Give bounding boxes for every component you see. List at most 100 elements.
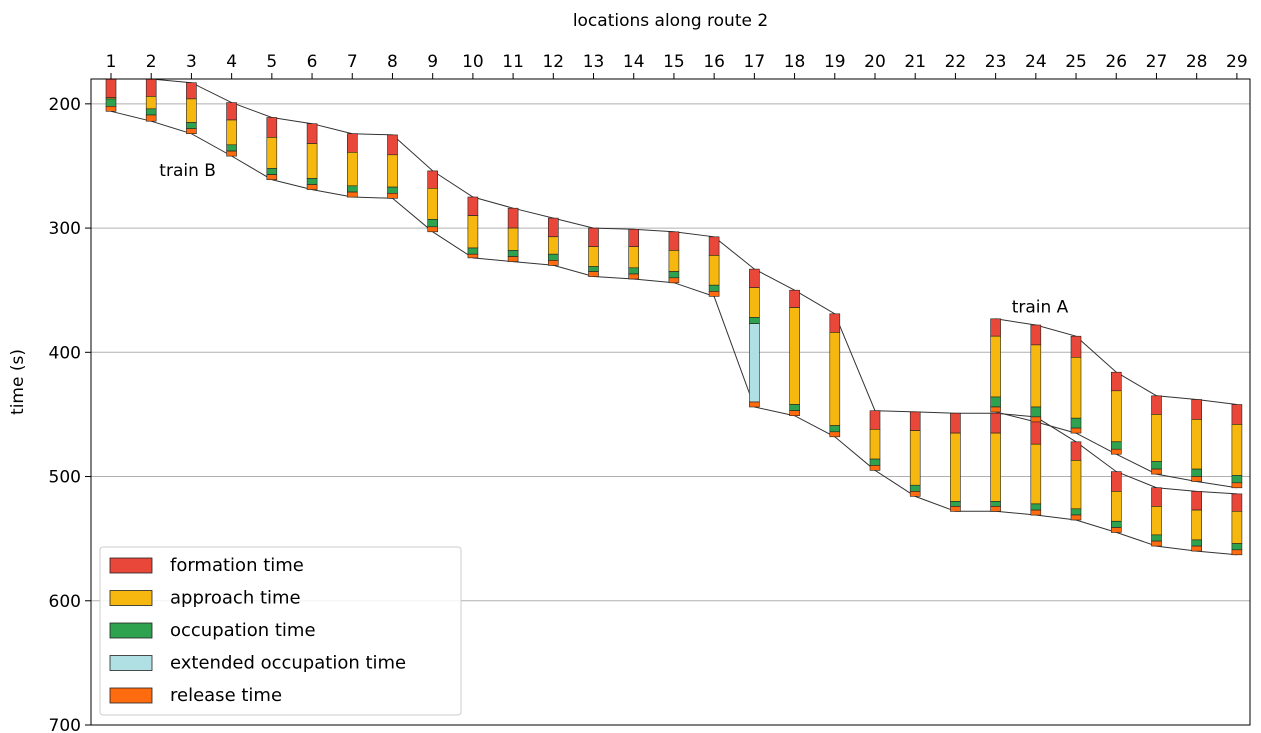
formation-segment bbox=[1231, 404, 1243, 425]
bar-stack bbox=[708, 236, 720, 297]
release-segment bbox=[1151, 468, 1162, 475]
formation-segment bbox=[306, 123, 318, 144]
x-tick-label: 16 bbox=[703, 52, 725, 72]
formation-segment bbox=[1191, 491, 1202, 511]
formation-segment bbox=[950, 412, 961, 434]
bar-stack bbox=[427, 170, 439, 233]
occupation-segment bbox=[266, 168, 278, 175]
approach-segment bbox=[668, 250, 680, 272]
approach-segment bbox=[1030, 443, 1042, 505]
occupation-segment bbox=[990, 396, 1001, 408]
x-tick-label: 24 bbox=[1025, 52, 1047, 72]
approach-segment bbox=[507, 227, 519, 251]
approach-segment bbox=[145, 96, 157, 110]
legend-label: release time bbox=[170, 685, 282, 706]
release-segment bbox=[789, 410, 800, 417]
formation-segment bbox=[266, 117, 278, 138]
release-segment bbox=[186, 128, 197, 134]
occupation-segment bbox=[547, 253, 559, 261]
bar-stack bbox=[1151, 395, 1162, 475]
occupation-segment bbox=[186, 122, 197, 129]
occupation-segment bbox=[588, 266, 599, 272]
formation-segment bbox=[869, 410, 881, 430]
y-tick-label: 500 bbox=[49, 468, 81, 488]
legend-box bbox=[99, 546, 462, 716]
legend-swatch bbox=[109, 622, 153, 639]
approach-segment bbox=[1151, 506, 1162, 536]
formation-segment bbox=[749, 268, 760, 289]
formation-segment bbox=[1191, 399, 1202, 420]
release-segment bbox=[1070, 427, 1082, 434]
x-tick-label: 6 bbox=[307, 52, 318, 72]
x-tick-label: 1 bbox=[106, 52, 117, 72]
x-tick-label: 5 bbox=[266, 52, 277, 72]
release-segment bbox=[1030, 416, 1042, 423]
legend-swatch bbox=[109, 590, 153, 606]
x-tick-label: 2 bbox=[146, 52, 157, 72]
approach-segment bbox=[1231, 424, 1243, 476]
approach-segment bbox=[1231, 510, 1243, 544]
bar-stack bbox=[145, 78, 157, 122]
release-segment bbox=[145, 114, 157, 122]
formation-segment bbox=[990, 412, 1001, 434]
bar-stack bbox=[1231, 404, 1243, 489]
formation-segment bbox=[547, 217, 559, 238]
bar-stack bbox=[1231, 493, 1243, 556]
occupation-segment bbox=[628, 267, 640, 275]
approach-segment bbox=[1191, 509, 1202, 541]
release-segment bbox=[1070, 514, 1082, 521]
x-tick-label: 17 bbox=[744, 52, 766, 72]
formation-segment bbox=[145, 78, 157, 97]
release-segment bbox=[105, 106, 117, 112]
approach-segment bbox=[1070, 460, 1082, 510]
legend-label: formation time bbox=[170, 555, 304, 576]
release-segment bbox=[708, 291, 720, 297]
bar-stack bbox=[1070, 335, 1082, 434]
x-tick-label: 9 bbox=[427, 52, 438, 72]
occupation-segment bbox=[1191, 468, 1202, 477]
release-segment bbox=[1191, 476, 1202, 482]
release-segment bbox=[547, 260, 559, 266]
x-tick-label: 14 bbox=[623, 52, 645, 72]
x-tick-label: 11 bbox=[502, 52, 524, 72]
bar-stack bbox=[1070, 441, 1082, 521]
bar-stack bbox=[869, 410, 881, 471]
occupation-segment bbox=[145, 108, 157, 116]
release-segment bbox=[668, 277, 680, 284]
release-segment bbox=[749, 401, 760, 408]
x-tick-label: 20 bbox=[864, 52, 886, 72]
release-segment bbox=[829, 431, 841, 438]
occupation-segment bbox=[306, 178, 318, 185]
x-tick-label: 21 bbox=[904, 52, 926, 72]
approach-segment bbox=[829, 332, 841, 426]
approach-segment bbox=[547, 236, 559, 255]
release-segment bbox=[990, 406, 1001, 413]
formation-segment bbox=[1111, 471, 1122, 492]
x-tick-label: 25 bbox=[1065, 52, 1087, 72]
approach-segment bbox=[708, 255, 720, 286]
approach-segment bbox=[628, 246, 640, 269]
release-segment bbox=[990, 506, 1001, 512]
release-segment bbox=[346, 191, 358, 198]
envelope-top-line bbox=[111, 78, 1237, 495]
occupation-segment bbox=[1030, 406, 1042, 418]
formation-segment bbox=[1070, 335, 1082, 358]
bar-stack bbox=[588, 227, 599, 277]
release-segment bbox=[1231, 549, 1243, 556]
release-segment bbox=[1111, 527, 1122, 533]
occupation-segment bbox=[346, 185, 358, 193]
approach-segment bbox=[749, 287, 760, 318]
approach-segment bbox=[950, 432, 961, 502]
annotations: train B train A bbox=[159, 161, 1068, 318]
release-segment bbox=[226, 150, 237, 157]
legend-swatch bbox=[109, 655, 153, 671]
bar-stack bbox=[990, 412, 1001, 512]
occupation-segment bbox=[668, 271, 680, 279]
approach-segment bbox=[789, 307, 800, 405]
bar-stack bbox=[950, 412, 961, 512]
legend-label: extended occupation time bbox=[170, 653, 406, 674]
x-axis-ticks: 1 2 3 4 5 6 7 8 9 10 11 12 13 14 15 16 17 18 19 20 21 22 23 24 2… bbox=[106, 52, 1248, 79]
formation-segment bbox=[628, 229, 640, 248]
x-tick-label: 13 bbox=[583, 52, 605, 72]
